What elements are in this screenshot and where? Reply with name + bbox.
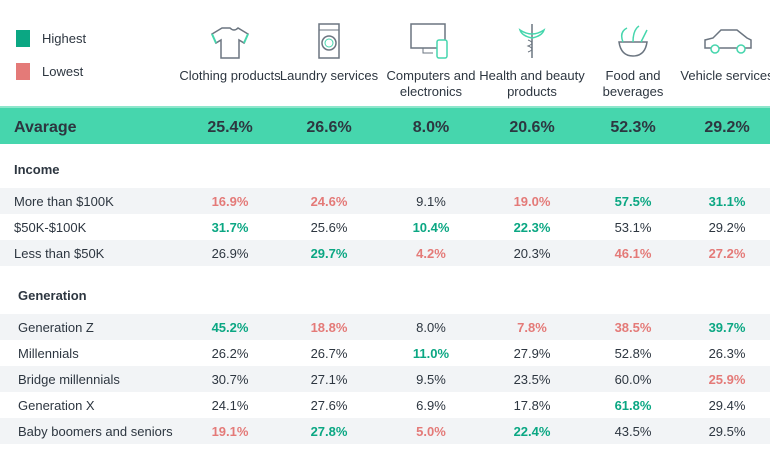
value-cell: 29.2% [708,220,746,235]
column-label: Computers and electronics [386,68,476,99]
value-cell: 19.0% [513,194,551,209]
value-cell: 4.2% [416,246,446,261]
value-cell: 10.4% [412,220,450,235]
value-cell: 53.1% [614,220,652,235]
column-header: Food and beverages [578,22,688,100]
value-cell: 26.9% [211,246,249,261]
value-cell: 24.6% [310,194,348,209]
column-header: Laundry services [274,22,384,100]
table-row: Generation X 24.1% 27.6% 6.9% 17.8% 61.8% 29.4… [0,392,770,418]
value-cell: 9.1% [416,194,446,209]
lowest-swatch [16,63,30,80]
row-label: Less than $50K [14,246,105,261]
value-cell: 27.6% [310,398,348,413]
value-cell: 22.4% [513,424,551,439]
column-header: Vehicle services [672,22,770,100]
column-header: Computers and electronics [376,22,486,100]
legend-label: Lowest [42,64,84,79]
legend-label: Highest [42,31,87,46]
average-value: 29.2% [704,119,750,136]
average-value: 52.3% [610,119,656,136]
value-cell: 26.3% [708,346,746,361]
value-cell: 29.5% [708,424,746,439]
value-cell: 45.2% [211,320,249,335]
value-cell: 27.2% [708,246,746,261]
washing-machine-icon [318,23,340,59]
value-cell: 17.8% [513,398,551,413]
column-label: Laundry services [279,68,379,83]
value-cell: 18.8% [310,320,348,335]
value-cell: 6.9% [416,398,446,413]
average-label: Avarage [14,119,77,136]
average-value: 25.4% [207,119,253,136]
caduceus-icon [518,24,546,58]
value-cell: 27.1% [310,372,348,387]
column-label: Health and beauty products [479,68,585,99]
value-cell: 31.7% [211,220,249,235]
value-cell: 39.7% [708,320,746,335]
value-cell: 52.8% [614,346,652,361]
average-row: Avarage 25.4% 26.6% 8.0% 20.6% 52.3% 29.2% [0,106,770,144]
average-value: 26.6% [306,119,352,136]
table-row: Generation Z 45.2% 18.8% 8.0% 7.8% 38.5% 39.7% [0,314,770,340]
value-cell: 43.5% [614,424,652,439]
section-title: Generation [18,288,87,303]
average-value: 20.6% [509,119,555,136]
value-cell: 20.3% [513,246,551,261]
section-title: Income [14,162,60,177]
shirt-icon [211,27,249,59]
row-label: $50K-$100K [14,220,87,235]
value-cell: 5.0% [416,424,446,439]
value-cell: 46.1% [614,246,652,261]
value-cell: 16.9% [211,194,249,209]
table-row: $50K-$100K 31.7% 25.6% 10.4% 22.3% 53.1% 29.2% [0,214,770,240]
legend-lowest: Lowest [16,63,83,80]
row-label: Bridge millennials [18,372,120,387]
value-cell: 26.7% [310,346,348,361]
food-bowl-icon [618,25,648,57]
value-cell: 8.0% [416,320,446,335]
value-cell: 26.2% [211,346,249,361]
table-row: Millennials 26.2% 26.7% 11.0% 27.9% 52.8% 26.3… [0,340,770,366]
value-cell: 27.9% [513,346,551,361]
value-cell: 57.5% [614,194,652,209]
average-value: 8.0% [412,119,450,136]
value-cell: 61.8% [614,398,652,413]
column-label: Vehicle services [680,68,770,83]
highest-swatch [16,30,30,47]
value-cell: 31.1% [708,194,746,209]
value-cell: 25.9% [708,372,746,387]
value-cell: 19.1% [211,424,249,439]
value-cell: 25.6% [310,220,348,235]
value-cell: 7.8% [517,320,547,335]
legend-highest: Highest [16,30,86,47]
table-row: More than $100K 16.9% 24.6% 9.1% 19.0% 57.5% 3… [0,188,770,214]
value-cell: 60.0% [614,372,652,387]
value-cell: 24.1% [211,398,249,413]
row-label: More than $100K [14,194,114,209]
column-header: Clothing products [175,22,285,100]
value-cell: 22.3% [513,220,551,235]
car-icon [704,29,752,54]
table-row: Bridge millennials 30.7% 27.1% 9.5% 23.5% 60.… [0,366,770,392]
value-cell: 23.5% [513,372,551,387]
row-label: Baby boomers and seniors [18,424,173,439]
column-header: Health and beauty products [477,22,587,100]
value-cell: 29.7% [310,246,348,261]
row-label: Generation X [18,398,95,413]
value-cell: 29.4% [708,398,746,413]
column-label: Clothing products [179,68,281,83]
value-cell: 38.5% [614,320,652,335]
value-cell: 30.7% [211,372,249,387]
row-label: Generation Z [18,320,94,335]
table-row: Less than $50K 26.9% 29.7% 4.2% 20.3% 46.1% 27… [0,240,770,266]
value-cell: 9.5% [416,372,446,387]
row-label: Millennials [18,346,79,361]
column-label: Food and beverages [602,68,664,99]
value-cell: 11.0% [412,346,450,361]
computer-phone-icon [410,23,448,59]
table-row: Baby boomers and seniors 19.1% 27.8% 5.0% 22… [0,418,770,444]
value-cell: 27.8% [310,424,348,439]
